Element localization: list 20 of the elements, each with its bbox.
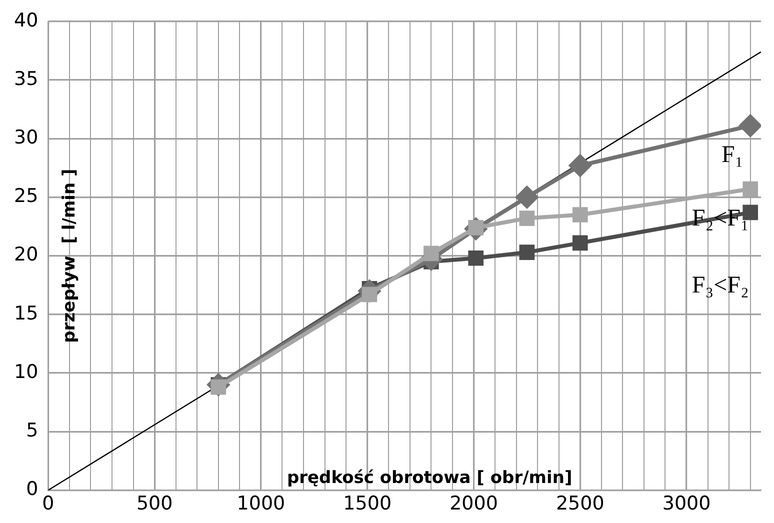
x-tick-label: 1500: [343, 492, 392, 515]
y-tick-label: 40: [14, 9, 38, 32]
x-tick-label: 2000: [450, 492, 498, 515]
y-axis-title: przepływ [ l/min ]: [60, 168, 80, 343]
x-tick-label: 0: [42, 492, 54, 515]
y-tick-label: 15: [14, 302, 38, 324]
y-tick-label: 5: [26, 420, 38, 442]
text: F₃<F₂: [692, 272, 749, 299]
y-tick-label: 20: [14, 244, 38, 266]
series-label: F₁: [722, 142, 744, 168]
y-tick-label: 25: [14, 185, 38, 208]
y-tick-label: 35: [14, 68, 38, 90]
x-tick-label: 500: [136, 492, 173, 515]
x-tick-label: 2500: [556, 492, 604, 515]
x-tick-label: 3000: [662, 492, 711, 515]
y-tick-label: 30: [14, 126, 38, 149]
y-tick-label: 10: [14, 360, 38, 383]
y-tick-label: 0: [26, 478, 38, 500]
x-tick-label: 1000: [236, 492, 286, 515]
x-axis-title: prędkość obrotowa [ obr/min]: [286, 468, 572, 488]
